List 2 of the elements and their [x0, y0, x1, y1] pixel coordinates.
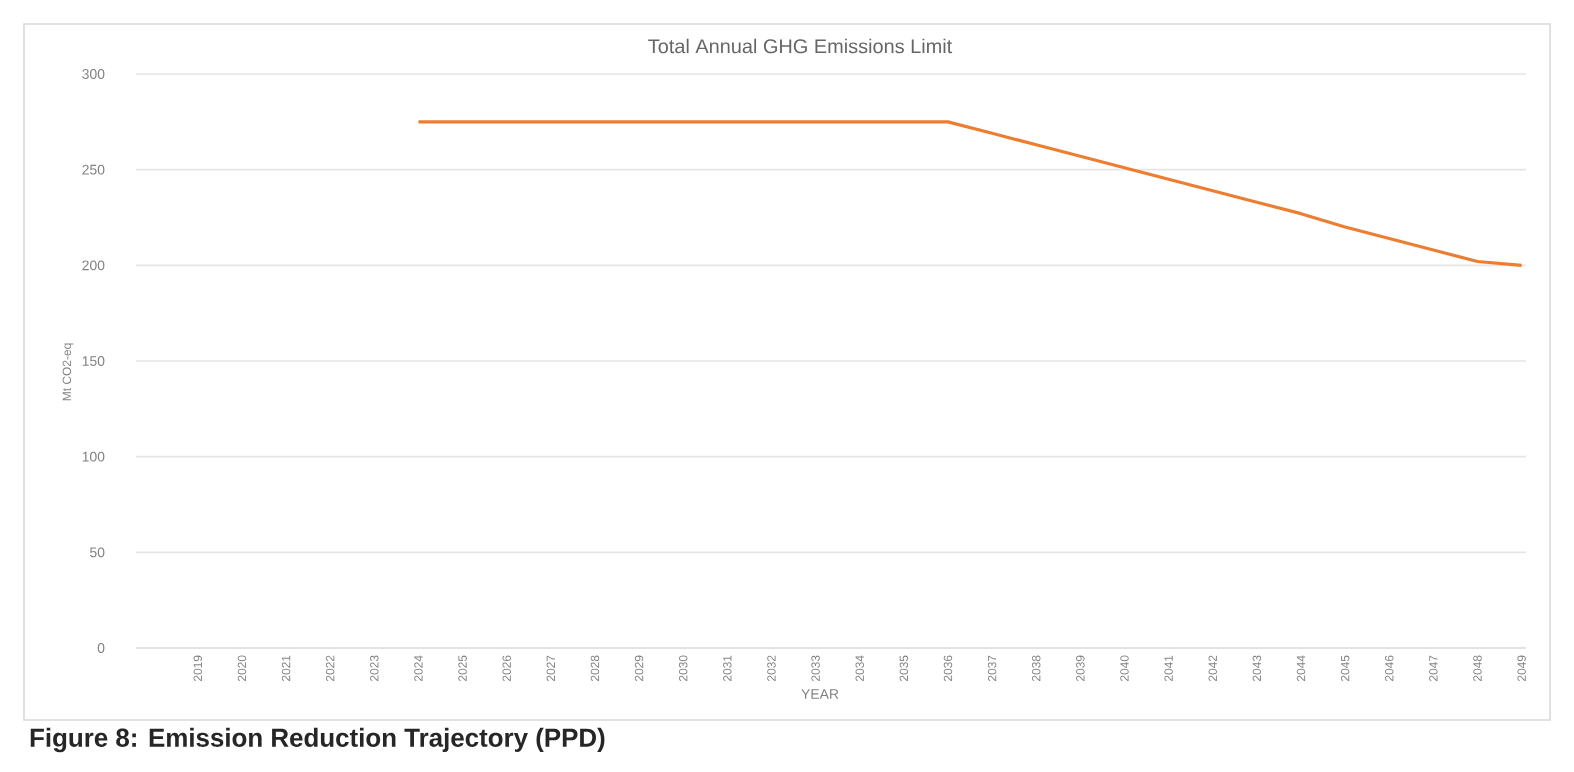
caption: Figure 8: Emission Reduction Trajectory (PPD): [30, 727, 605, 753]
chart-title: Total Annual GHG Emissions Limit: [648, 38, 953, 54]
